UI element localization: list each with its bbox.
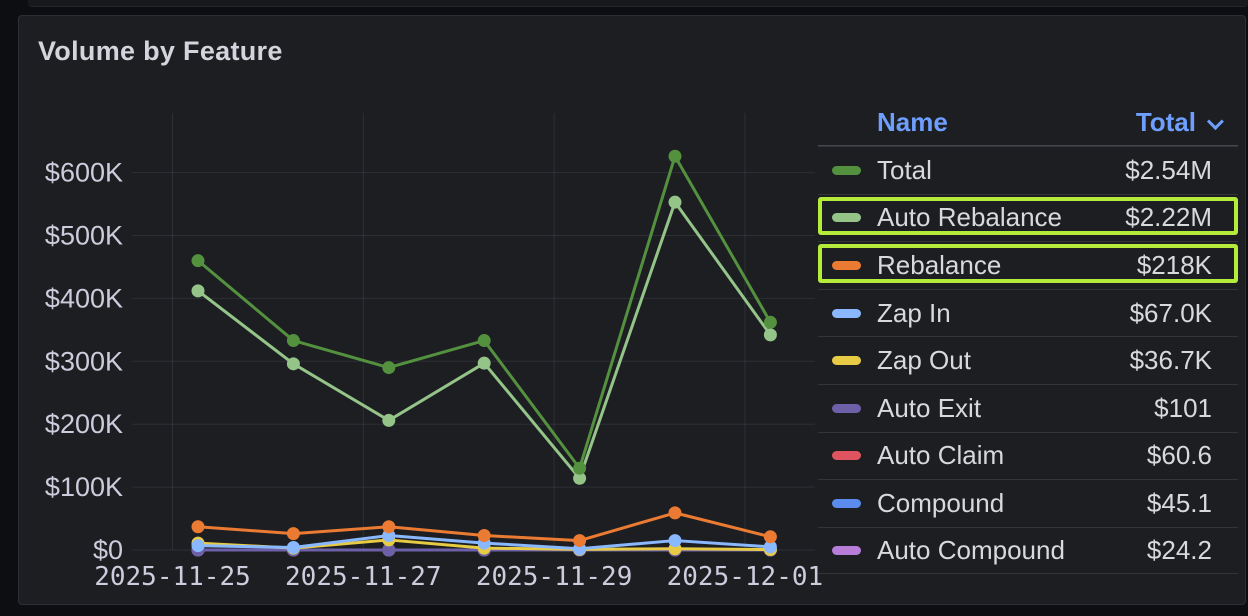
series-color-pill — [832, 356, 861, 366]
legend-row-rebalance[interactable]: Rebalance $218K — [818, 241, 1238, 289]
series-total: $36.7K — [1129, 345, 1212, 376]
legend-row-zap-in[interactable]: Zap In $67.0K — [818, 288, 1238, 337]
legend-header-name[interactable]: Name — [877, 107, 948, 137]
series-color-pill — [832, 308, 861, 318]
legend-row-auto-exit[interactable]: Auto Exit $101 — [818, 383, 1238, 432]
x-tick-label: 2025-12-01 — [667, 562, 824, 592]
legend-header: Name Total — [818, 100, 1238, 146]
series-total: $24.2 — [1146, 535, 1212, 566]
data-point — [573, 461, 587, 475]
x-tick-label: 2025-11-25 — [94, 562, 251, 592]
legend-row-total[interactable]: Total $2.54M — [818, 146, 1238, 194]
data-point — [191, 284, 205, 298]
series-color-pill — [832, 498, 861, 508]
data-point — [763, 328, 777, 342]
data-point — [763, 315, 777, 329]
data-point — [191, 539, 205, 553]
data-point — [763, 530, 777, 544]
legend-header-total-label: Total — [1135, 107, 1196, 137]
series-name: Auto Rebalance — [877, 202, 1063, 233]
legend-row-compound[interactable]: Compound $45.1 — [818, 479, 1238, 527]
legend-header-total[interactable]: Total — [1135, 107, 1224, 138]
data-point — [477, 356, 491, 370]
series-total: $67.0K — [1129, 297, 1212, 328]
data-point — [668, 195, 682, 209]
series-color-pill — [832, 165, 861, 175]
series-name: Zap Out — [877, 345, 971, 376]
y-tick-label: $200K — [45, 409, 123, 439]
series-total: $2.54M — [1125, 154, 1212, 185]
adjacent-panel-bottom-edge — [28, 0, 1248, 7]
series-total: $218K — [1136, 249, 1212, 280]
series-name: Total — [877, 154, 932, 185]
series-color-pill — [832, 213, 861, 223]
series-total: $60.6 — [1146, 440, 1212, 471]
data-point — [573, 534, 587, 548]
series-color-pill — [832, 260, 861, 270]
series-name: Compound — [877, 487, 1005, 518]
legend-row-zap-out[interactable]: Zap Out $36.7K — [818, 336, 1238, 384]
data-point — [191, 254, 205, 268]
panel-title: Volume by Feature — [38, 36, 283, 66]
series-line — [196, 154, 772, 470]
data-point — [477, 334, 491, 348]
series-color-pill — [832, 451, 861, 461]
series-name: Zap In — [877, 297, 951, 328]
y-tick-label: $100K — [45, 472, 123, 502]
x-tick-label: 2025-11-27 — [285, 562, 442, 592]
data-point — [286, 527, 300, 541]
series-name: Auto Exit — [877, 392, 982, 423]
series-name: Rebalance — [877, 249, 1002, 280]
y-tick-label: $400K — [45, 283, 123, 313]
data-point — [286, 357, 300, 371]
legend-row-auto-compound[interactable]: Auto Compound $24.2 — [818, 526, 1238, 575]
data-point — [382, 361, 396, 375]
data-point — [668, 149, 682, 163]
series-total: $45.1 — [1146, 487, 1212, 518]
data-point — [286, 334, 300, 348]
y-tick-label: $500K — [45, 221, 123, 251]
series-total: $101 — [1154, 392, 1212, 423]
data-point — [763, 540, 777, 554]
data-point — [477, 529, 491, 543]
x-tick-label: 2025-11-29 — [476, 562, 633, 592]
data-point — [668, 506, 682, 520]
series-name: Auto Claim — [877, 440, 1005, 471]
data-point — [668, 534, 682, 548]
series-color-pill — [832, 403, 861, 413]
data-point — [286, 540, 300, 554]
data-point — [382, 520, 396, 534]
y-tick-label: $600K — [45, 158, 123, 188]
y-tick-label: $0 — [93, 535, 123, 565]
legend-row-auto-rebalance[interactable]: Auto Rebalance $2.22M — [818, 193, 1238, 242]
series-color-pill — [832, 546, 861, 556]
data-point — [191, 520, 205, 534]
data-point — [573, 471, 587, 485]
data-point — [382, 543, 396, 557]
chevron-down-icon — [1206, 112, 1224, 130]
legend-table: Name Total Total $2.54M Auto Rebalance $… — [818, 100, 1238, 575]
y-tick-label: $300K — [45, 346, 123, 376]
series-name: Auto Compound — [877, 535, 1065, 566]
series-total: $2.22M — [1125, 202, 1212, 233]
data-point — [382, 413, 396, 427]
legend-row-auto-claim[interactable]: Auto Claim $60.6 — [818, 431, 1238, 480]
